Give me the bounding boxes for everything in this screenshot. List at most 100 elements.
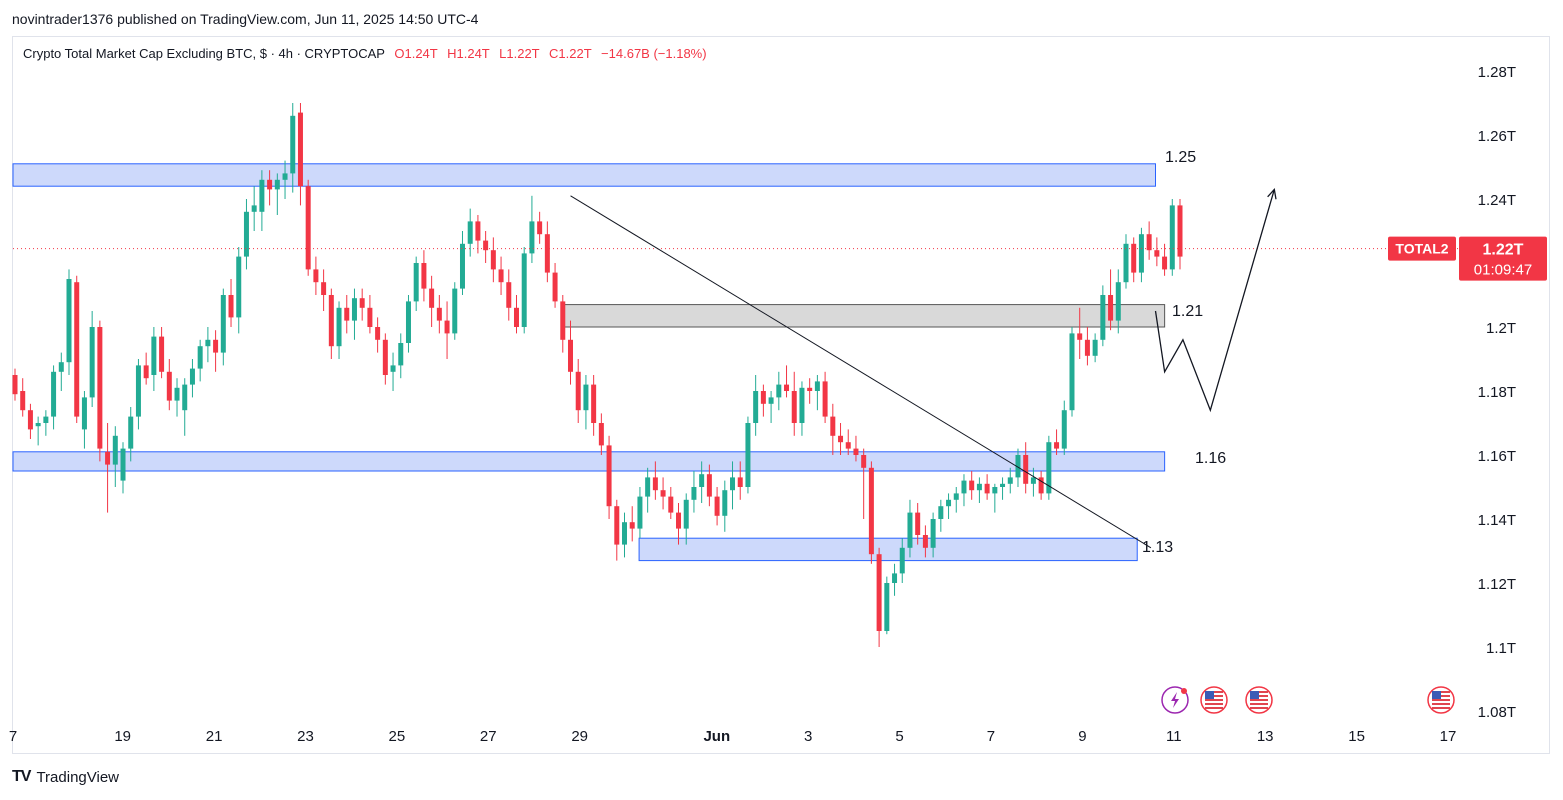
- x-tick-label: 17: [1440, 728, 1457, 745]
- candle: [760, 391, 766, 404]
- y-tick-label: 1.1T: [1486, 640, 1516, 657]
- candle: [1069, 333, 1075, 411]
- resistance-zone-1.21: [560, 304, 1166, 328]
- candle: [814, 381, 820, 391]
- candle: [907, 512, 913, 548]
- candle: [483, 240, 489, 251]
- axis-layer: 1.28T 1.26T 1.24T 1.22T 1.2T 1.18T 1.16T 1.14T 1…: [9, 64, 1547, 745]
- candle: [359, 298, 365, 308]
- candle: [1154, 250, 1160, 257]
- candle: [583, 384, 589, 411]
- projection-path: [1154, 189, 1275, 413]
- tradingview-logo-icon: TV: [12, 768, 31, 785]
- flag-stripe: [1250, 699, 1268, 701]
- candle: [791, 391, 797, 423]
- candle: [784, 384, 790, 391]
- resistance-zone-1.25: [12, 163, 1156, 187]
- open-value: O1.24T: [394, 46, 438, 61]
- last-price-badge[interactable]: TOTAL2 1.22T 01:09:47: [1388, 236, 1547, 281]
- candle: [706, 474, 712, 497]
- symbol-badge-text: TOTAL2: [1395, 241, 1448, 257]
- x-tick-label: 5: [895, 728, 903, 745]
- y-tick-label: 1.26T: [1478, 128, 1516, 145]
- us-economic-event-icon[interactable]: [1427, 686, 1455, 714]
- candle: [645, 477, 651, 497]
- candle: [575, 371, 581, 411]
- candle: [1123, 243, 1129, 283]
- candle: [676, 512, 682, 529]
- candle: [51, 371, 57, 417]
- candle: [961, 480, 967, 494]
- candle: [930, 519, 936, 548]
- flag-stripe: [1250, 703, 1268, 705]
- candle: [74, 282, 80, 417]
- candle: [27, 410, 33, 430]
- candle: [552, 272, 558, 302]
- candle: [822, 381, 828, 417]
- candle: [189, 368, 195, 385]
- x-tick-label: 15: [1348, 728, 1365, 745]
- zone-label-1.16: 1.16: [1195, 450, 1226, 467]
- earnings-event-icon[interactable]: [1161, 686, 1189, 714]
- y-tick-label: 1.24T: [1478, 192, 1516, 209]
- candle: [290, 115, 296, 174]
- candle: [606, 445, 612, 507]
- candle: [1169, 205, 1175, 270]
- candle: [321, 282, 327, 295]
- flag-stripe: [1432, 703, 1450, 705]
- candle: [969, 480, 975, 491]
- y-tick-label: 1.18T: [1478, 384, 1516, 401]
- candle: [405, 301, 411, 343]
- us-economic-event-icon[interactable]: [1245, 686, 1273, 714]
- us-economic-event-icon[interactable]: [1200, 686, 1228, 714]
- candle: [838, 435, 844, 443]
- lightning-icon: [1171, 692, 1179, 708]
- candle: [513, 307, 519, 327]
- candle: [467, 221, 473, 244]
- candle: [1000, 483, 1006, 487]
- candle: [560, 301, 566, 340]
- flag-canton: [1205, 691, 1214, 699]
- candle: [251, 205, 257, 212]
- candle: [344, 307, 350, 321]
- x-tick-label: 19: [114, 728, 131, 745]
- support-zone-1.16: [12, 451, 1166, 472]
- footer-brand[interactable]: TV TradingView: [12, 768, 119, 786]
- x-tick-label: 23: [297, 728, 314, 745]
- candle: [259, 179, 265, 212]
- candle: [567, 339, 573, 372]
- candle: [529, 221, 535, 254]
- y-tick-label: 1.28T: [1478, 64, 1516, 81]
- candle: [598, 423, 604, 446]
- candle: [868, 467, 874, 555]
- high-value: H1.24T: [447, 46, 490, 61]
- candle: [1092, 339, 1098, 356]
- change-value: −14.67B (−1.18%): [601, 46, 707, 61]
- y-tick-label: 1.16T: [1478, 448, 1516, 465]
- candle: [120, 448, 126, 481]
- candle: [660, 490, 666, 497]
- zone-label-1.13: 1.13: [1142, 539, 1173, 556]
- flag-stripe: [1205, 699, 1223, 701]
- candle: [691, 487, 697, 500]
- descending-trendline: [570, 195, 1152, 549]
- candle: [1131, 243, 1137, 273]
- flag-stripe: [1205, 707, 1223, 709]
- candle: [58, 362, 64, 372]
- candle: [12, 375, 18, 395]
- candle: [328, 295, 334, 347]
- x-tick-label: 7: [987, 728, 995, 745]
- candle: [506, 282, 512, 308]
- y-tick-label: 1.2T: [1486, 320, 1516, 337]
- event-dot: [1181, 688, 1187, 694]
- candle: [398, 343, 404, 366]
- flag-canton: [1432, 691, 1441, 699]
- candle: [89, 327, 95, 398]
- symbol-badge: [1388, 236, 1456, 261]
- candle: [66, 279, 72, 363]
- chart-frame: [12, 36, 1550, 754]
- candle: [830, 416, 836, 436]
- x-tick-label: 3: [804, 728, 812, 745]
- candle: [892, 573, 898, 583]
